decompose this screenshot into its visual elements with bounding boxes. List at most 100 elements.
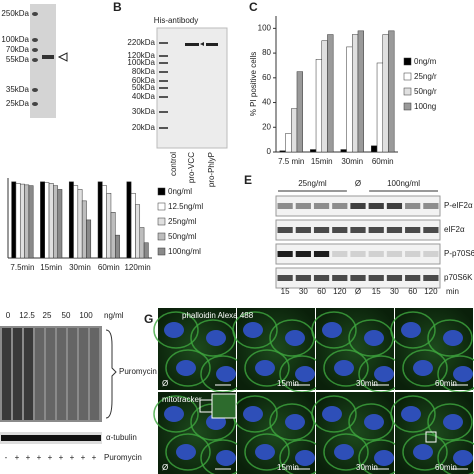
bar — [15, 183, 21, 259]
bar — [19, 183, 25, 259]
blot-band — [206, 43, 218, 46]
blot-band — [350, 203, 366, 209]
bar — [371, 145, 378, 153]
row-label: eIF2α — [444, 225, 465, 234]
blot-band — [386, 275, 403, 281]
stain-label: phalloidin Alexa 488 — [182, 311, 254, 320]
cell-outline — [390, 395, 436, 433]
ladder-label: 60kDa — [132, 76, 156, 85]
blot-lane — [90, 328, 99, 420]
blot-band — [350, 251, 366, 257]
ladder-band — [159, 87, 168, 89]
legend-swatch — [403, 72, 412, 81]
cell-outline — [323, 349, 369, 387]
panel-letter: B — [113, 0, 122, 14]
cell-outline — [427, 403, 473, 441]
x-tick-label: 60min — [372, 157, 394, 166]
ladder-band — [159, 42, 168, 44]
ladder-band — [159, 80, 168, 82]
blot-band — [386, 251, 403, 257]
ladder-band — [159, 55, 168, 57]
ladder-band — [32, 48, 38, 52]
row-label: P-p70S6 — [444, 249, 474, 258]
bar — [327, 34, 334, 153]
nucleus — [176, 444, 196, 460]
blot-band — [277, 203, 293, 209]
panel-letter: E — [244, 173, 252, 187]
bar — [110, 212, 116, 259]
nucleus — [243, 406, 263, 422]
nucleus — [364, 414, 384, 430]
time-label: 15min — [277, 379, 299, 388]
ladder-band — [32, 88, 38, 92]
bar — [291, 108, 298, 153]
bar — [53, 185, 58, 259]
blot-band — [1, 435, 101, 441]
nucleus — [164, 406, 184, 422]
lane-label: 15 — [372, 287, 381, 296]
blot-band — [350, 227, 366, 233]
bar — [86, 219, 92, 259]
bar — [285, 133, 292, 153]
sign: - — [5, 453, 8, 462]
lane-label: Ø — [355, 287, 361, 296]
bar — [77, 189, 83, 259]
bar — [68, 181, 74, 259]
x-tick-label: 30min — [69, 263, 91, 272]
bar — [296, 71, 303, 153]
nucleus — [374, 450, 394, 466]
nucleus — [322, 322, 342, 338]
legend-swatch — [403, 57, 412, 66]
unit-label: ng/ml — [104, 311, 124, 320]
bar — [24, 184, 30, 259]
bar — [388, 30, 395, 153]
panel-letter: C — [249, 0, 258, 14]
bar — [57, 189, 63, 259]
cell-outline — [153, 311, 199, 349]
blot-band — [332, 251, 348, 257]
ladder-band — [159, 96, 168, 98]
legend-swatch — [403, 87, 412, 96]
blot-band — [405, 227, 421, 233]
inset-box — [425, 431, 437, 443]
sign: + — [26, 453, 31, 462]
blot-band — [277, 251, 293, 257]
nucleus — [285, 330, 305, 346]
cell-outline — [437, 439, 474, 474]
bar — [139, 227, 145, 259]
cell-outline — [165, 349, 211, 387]
nucleus — [216, 366, 236, 382]
cell-outline — [402, 433, 448, 471]
y-tick-label: 40 — [262, 98, 271, 107]
ladder-band — [159, 62, 168, 64]
blot-band — [332, 275, 348, 281]
x-tick-label: 15min — [311, 157, 333, 166]
blot-band — [295, 203, 311, 209]
blot-band — [313, 251, 330, 257]
ladder-label: 30kDa — [132, 107, 156, 116]
cell-outline — [323, 433, 369, 471]
blot-band — [313, 275, 330, 281]
blot-lane — [35, 328, 44, 420]
cell-outline — [244, 433, 290, 471]
protein-band — [42, 55, 54, 59]
nucleus — [216, 450, 236, 466]
cell-outline — [232, 311, 278, 349]
legend-swatch — [157, 202, 166, 211]
nucleus — [413, 444, 433, 460]
bar — [44, 182, 50, 259]
blot-band — [368, 275, 384, 281]
bar — [126, 181, 132, 259]
ladder-band — [32, 102, 38, 106]
blot-band — [405, 251, 421, 257]
blot-band — [332, 227, 348, 233]
blot-band — [313, 227, 330, 233]
bar — [135, 204, 141, 259]
bar — [382, 34, 389, 153]
nucleus — [322, 406, 342, 422]
bar — [346, 46, 353, 153]
unit-label: min — [446, 287, 459, 296]
sign: + — [37, 453, 42, 462]
stain-label: mitotracker — [162, 395, 202, 404]
lane-label: 120 — [333, 287, 347, 296]
